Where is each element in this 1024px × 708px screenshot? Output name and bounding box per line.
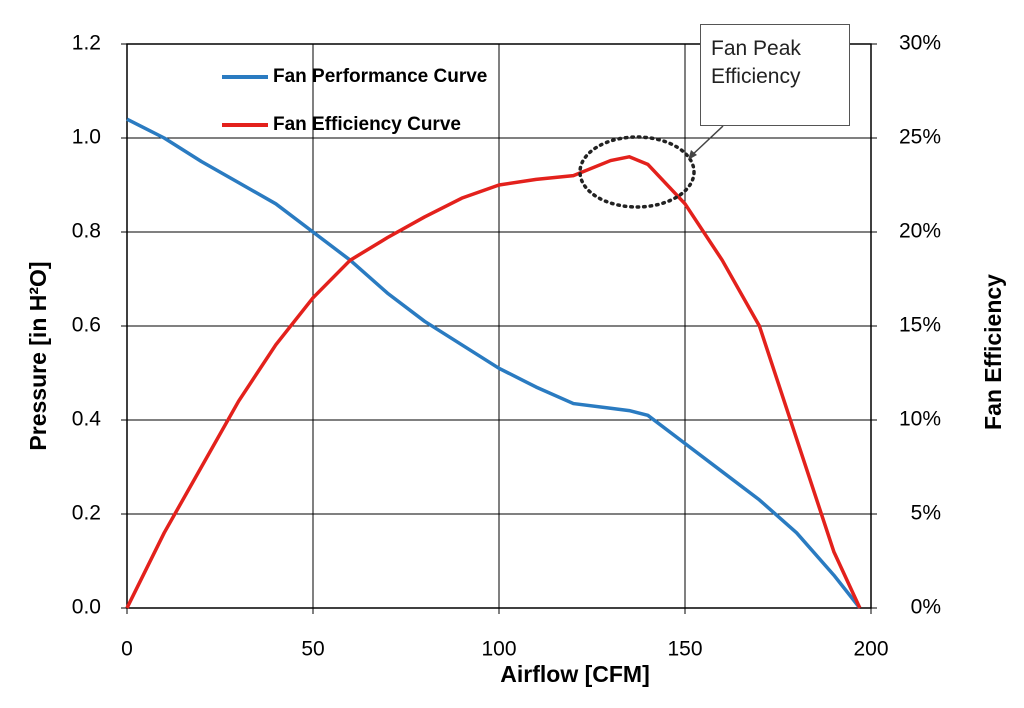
y-axis-title: Pressure [in H²O] xyxy=(25,261,51,450)
series-line xyxy=(125,155,862,609)
annotation: Fan Peak Efficiency xyxy=(700,24,850,126)
x-tick-label: 50 xyxy=(301,638,324,661)
arrow-head xyxy=(688,150,697,160)
y-tick-label: 1.0 xyxy=(72,126,101,149)
y-tick-label: 1.2 xyxy=(72,32,101,55)
y2-tick-label: 30% xyxy=(899,32,941,55)
x-tick-label: 100 xyxy=(481,638,516,661)
legend-label: Fan Performance Curve xyxy=(273,66,487,87)
y-tick-label: 0.4 xyxy=(72,408,102,431)
legend-label: Fan Efficiency Curve xyxy=(273,114,461,135)
y-tick-label: 0.6 xyxy=(72,314,101,337)
y2-axis-title: Fan Efficiency xyxy=(980,274,1006,430)
y2-tick-label: 0% xyxy=(911,596,941,619)
annotation-arrow xyxy=(689,125,724,158)
y2-tick-label: 25% xyxy=(899,126,941,149)
x-axis-title: Airflow [CFM] xyxy=(500,661,649,687)
x-tick-label: 0 xyxy=(121,638,133,661)
series-line xyxy=(126,117,862,610)
x-tick-label: 200 xyxy=(853,638,888,661)
y-tick-label: 0.2 xyxy=(72,502,101,525)
y2-tick-label: 10% xyxy=(899,408,941,431)
y-tick-label: 0.8 xyxy=(72,220,101,243)
peak-highlight xyxy=(578,135,696,209)
y2-tick-label: 20% xyxy=(899,220,941,243)
y2-tick-label: 5% xyxy=(911,502,941,525)
x-tick-label: 150 xyxy=(667,638,702,661)
y2-tick-label: 15% xyxy=(899,314,941,337)
y-tick-label: 0.0 xyxy=(72,596,101,619)
